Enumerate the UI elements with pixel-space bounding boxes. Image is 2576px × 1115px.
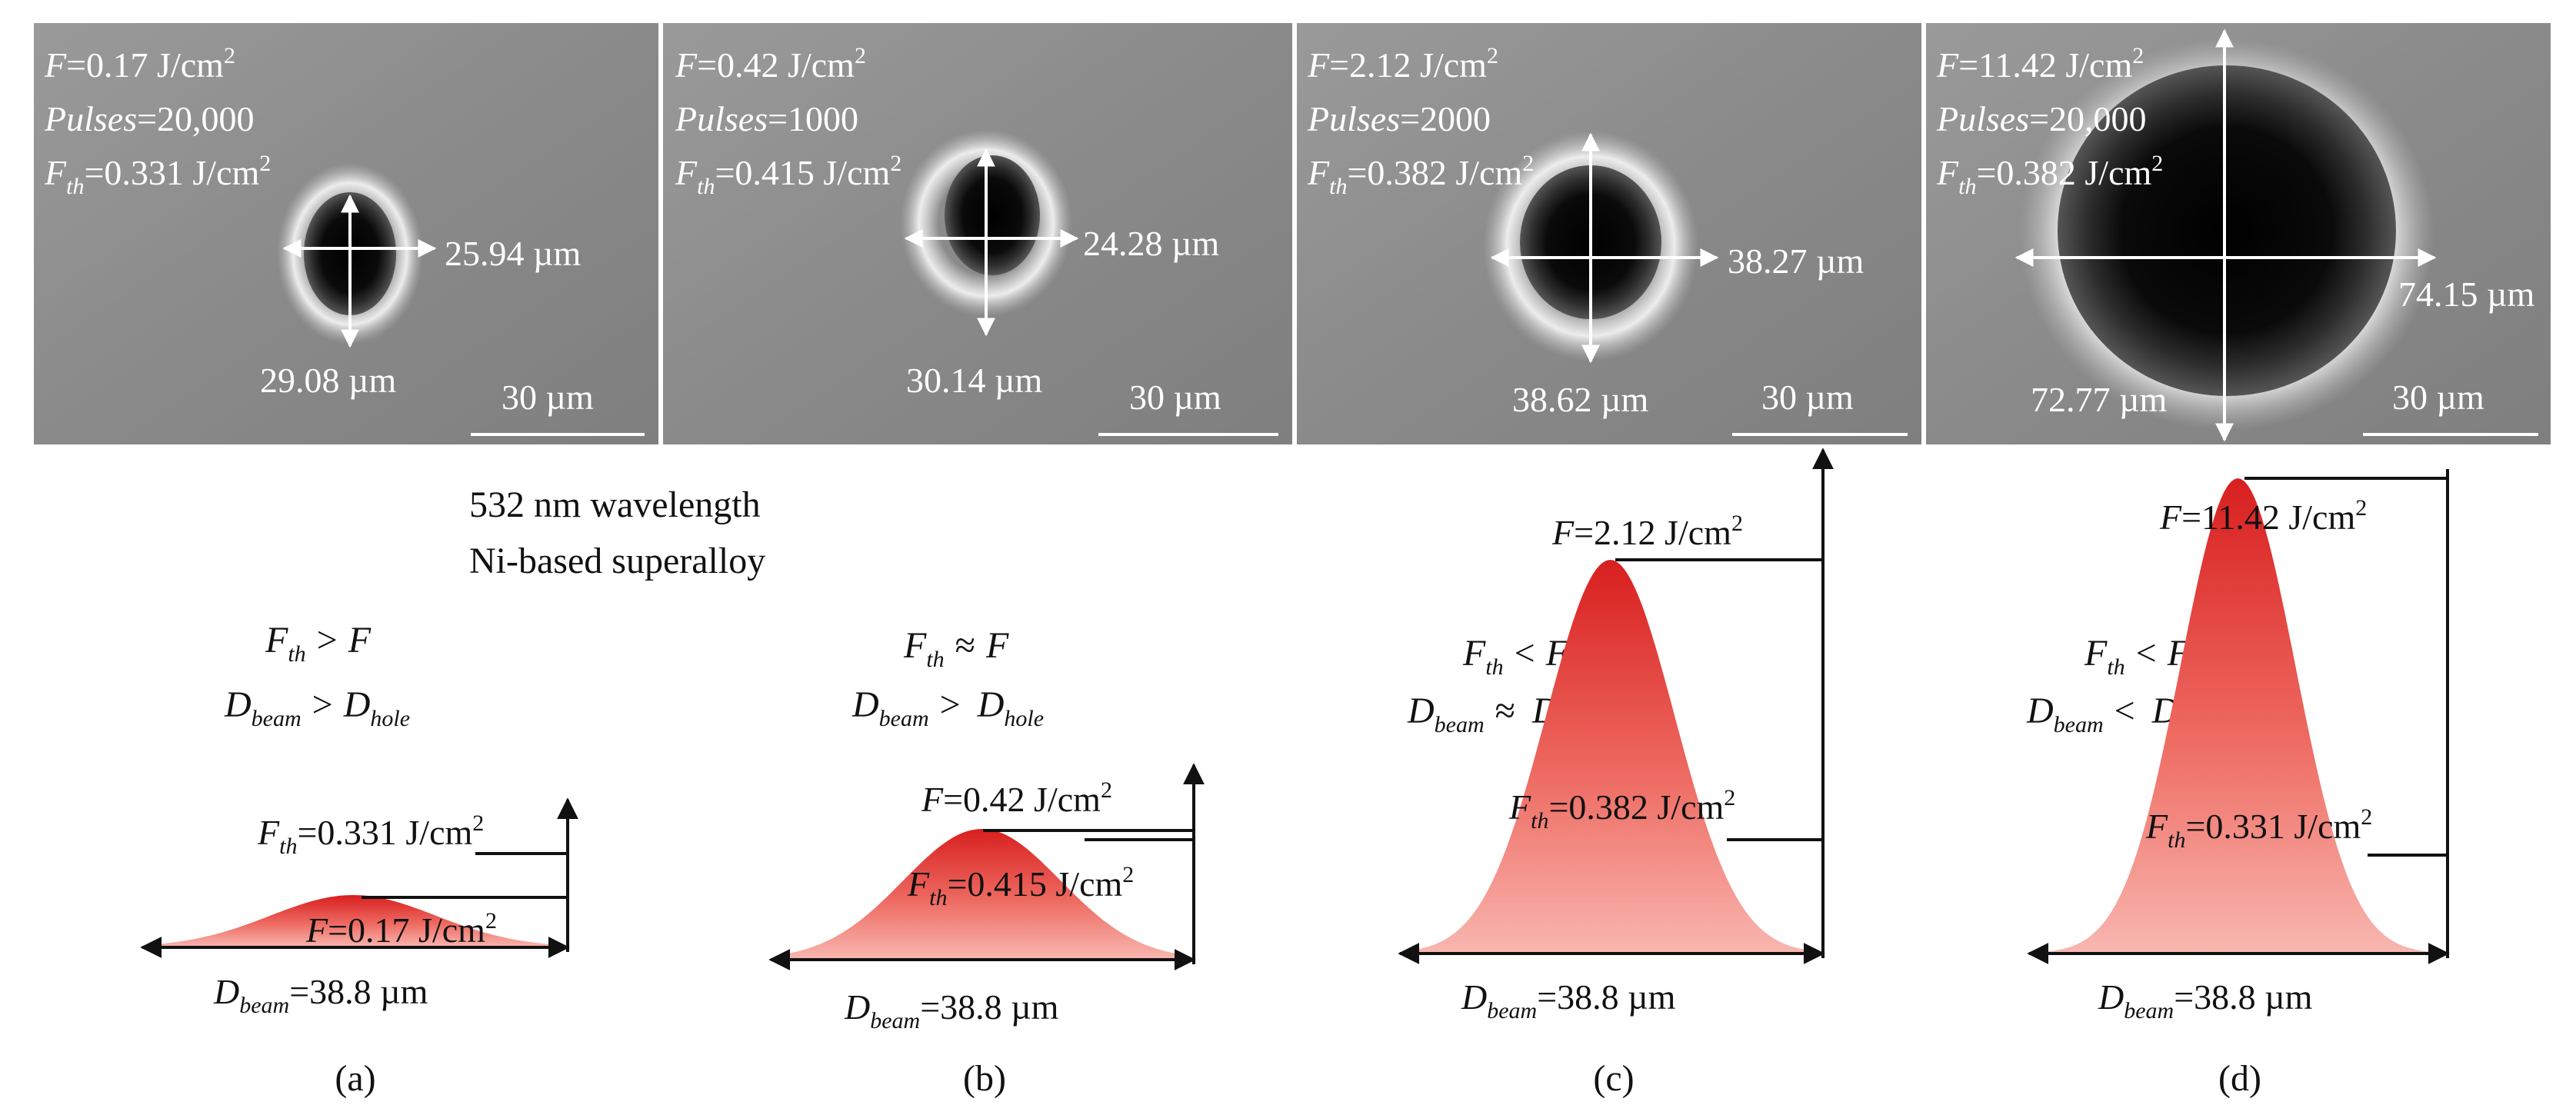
sem-fluence-a: F=0.17 J/cm2 <box>44 43 235 85</box>
beam-profile-d: F=11.42 J/cm2 Fth=0.331 J/cm2 Dbeam=38.8… <box>2027 469 2450 1023</box>
sem-h-diameter-b: 24.28 µm <box>1083 224 1220 263</box>
ablation-hole-b <box>945 155 1040 275</box>
scale-bar-label-d: 30 µm <box>2392 378 2484 417</box>
sem-pulses-a: Pulses=20,000 <box>44 99 255 138</box>
sem-threshold-c: Fth=0.382 J/cm2 <box>1307 151 1534 199</box>
profile-threshold-label-d: Fth=0.331 J/cm2 <box>2145 804 2372 853</box>
beam-diameter-label-c: Dbeam=38.8 µm <box>1461 977 1676 1023</box>
profile-threshold-label-c: Fth=0.382 J/cm2 <box>1508 785 1735 834</box>
sem-h-diameter-a: 25.94 µm <box>445 234 582 273</box>
wavelength-note: 532 nm wavelength <box>469 484 761 525</box>
sem-v-diameter-c: 38.62 µm <box>1512 380 1649 419</box>
condition-a-line1: Fth > F <box>265 620 372 667</box>
condition-a: Fth > F Dbeam > Dhole <box>224 620 410 731</box>
condition-b: Fth ≈ F Dbeam > Dhole <box>851 625 1044 731</box>
caption-d: (d) <box>2218 1058 2261 1099</box>
caption-c: (c) <box>1593 1058 1634 1099</box>
sem-threshold-a: Fth=0.331 J/cm2 <box>44 151 271 199</box>
sem-fluence-b: F=0.42 J/cm2 <box>675 43 866 85</box>
gaussian-curve-d <box>2033 478 2443 954</box>
sem-h-diameter-c: 38.27 µm <box>1728 241 1865 281</box>
profile-threshold-label-b: Fth=0.415 J/cm2 <box>907 862 1134 910</box>
sem-pulses-d: Pulses=20,000 <box>1936 99 2147 138</box>
sem-image-d: F=11.42 J/cm2 Pulses=20,000 Fth=0.382 J/… <box>1926 23 2551 444</box>
beam-diameter-label-b: Dbeam=38.8 µm <box>844 987 1059 1033</box>
sem-v-diameter-d: 72.77 µm <box>2031 380 2168 419</box>
profile-threshold-label-a: Fth=0.331 J/cm2 <box>257 810 484 859</box>
sem-image-a: F=0.17 J/cm2 Pulses=20,000 Fth=0.331 J/c… <box>34 23 658 444</box>
scale-bar-label-a: 30 µm <box>502 378 594 417</box>
sem-pulses-b: Pulses=1000 <box>675 99 858 138</box>
beam-profile-a: Fth=0.331 J/cm2 F=0.17 J/cm2 Dbeam=38.8 … <box>140 797 578 1018</box>
gaussian-curve-c <box>1404 560 1817 954</box>
scale-bar-label-c: 30 µm <box>1761 378 1854 417</box>
sem-pulses-c: Pulses=2000 <box>1307 99 1491 138</box>
beam-profile-b: F=0.42 J/cm2 Fth=0.415 J/cm2 Dbeam=38.8 … <box>768 763 1205 1033</box>
sem-v-diameter-b: 30.14 µm <box>906 361 1043 400</box>
sem-image-b: F=0.42 J/cm2 Pulses=1000 Fth=0.415 J/cm2… <box>663 23 1292 444</box>
sem-image-c: F=2.12 J/cm2 Pulses=2000 Fth=0.382 J/cm2… <box>1297 23 1921 444</box>
beam-profile-c: F=2.12 J/cm2 Fth=0.382 J/cm2 Dbeam=38.8 … <box>1398 448 1834 1023</box>
condition-d-line1: Fth < F <box>2084 633 2191 680</box>
material-note: Ni-based superalloy <box>469 541 765 581</box>
sem-h-diameter-d: 74.15 µm <box>2398 275 2535 314</box>
profile-fluence-label-b: F=0.42 J/cm2 <box>921 777 1112 819</box>
sem-threshold-d: Fth=0.382 J/cm2 <box>1936 151 2163 199</box>
condition-a-line2: Dbeam > Dhole <box>224 684 410 731</box>
beam-diameter-label-a: Dbeam=38.8 µm <box>213 972 428 1018</box>
beam-diameter-label-d: Dbeam=38.8 µm <box>2098 977 2313 1023</box>
sem-threshold-b: Fth=0.415 J/cm2 <box>675 151 901 199</box>
sem-fluence-c: F=2.12 J/cm2 <box>1307 43 1498 85</box>
profile-fluence-label-d: F=11.42 J/cm2 <box>2159 495 2367 537</box>
scale-bar-label-b: 30 µm <box>1129 378 1221 417</box>
caption-b: (b) <box>963 1058 1006 1099</box>
profile-fluence-label-c: F=2.12 J/cm2 <box>1551 511 1743 552</box>
gaussian-curve-b <box>775 829 1188 960</box>
condition-b-line1: Fth ≈ F <box>903 625 1009 672</box>
gaussian-curve-a <box>146 895 560 947</box>
condition-c-line1: Fth < F <box>1462 633 1569 680</box>
caption-a: (a) <box>335 1058 375 1099</box>
sem-fluence-d: F=11.42 J/cm2 <box>1936 43 2144 85</box>
condition-b-line2: Dbeam > Dhole <box>851 684 1044 731</box>
sem-v-diameter-a: 29.08 µm <box>260 361 397 400</box>
profile-fluence-label-a: F=0.17 J/cm2 <box>305 908 497 950</box>
